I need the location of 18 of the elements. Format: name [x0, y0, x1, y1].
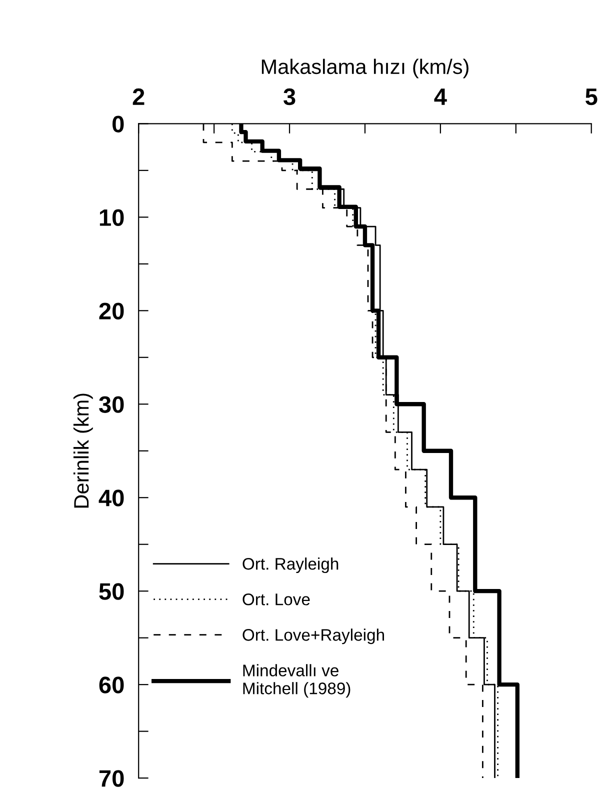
x-tick-label: 5	[586, 88, 598, 106]
legend-label: Ort. Love+Rayleigh	[242, 628, 384, 644]
y-tick-label: 60	[99, 676, 124, 694]
y-tick-label: 50	[99, 583, 124, 600]
y-tick-label: 70	[99, 770, 124, 787]
y-tick-label: 30	[98, 396, 124, 413]
legend-label: Ort. Rayleigh	[242, 558, 338, 574]
y-axis-title: Derinlik (km)	[73, 394, 93, 508]
x-tick-label: 3	[283, 88, 296, 106]
x-axis-title: Makaslama hızı (km/s)	[262, 58, 468, 78]
y-tick-label: 10	[100, 209, 124, 226]
x-tick-label: 2	[132, 88, 144, 105]
y-tick-label: 40	[98, 490, 124, 506]
y-tick-label: 20	[99, 302, 124, 320]
legend-label: Ort. Love	[242, 593, 310, 606]
x-tick-label: 4	[434, 88, 447, 105]
legend-label: Mindevallı ve Mitchell (1989)	[243, 664, 350, 698]
y-tick-label: 0	[112, 116, 124, 132]
